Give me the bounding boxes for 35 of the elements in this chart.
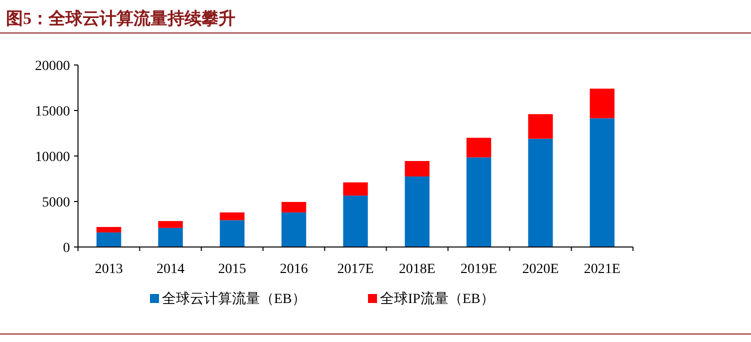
x-tick-label: 2014 bbox=[156, 262, 184, 277]
legend-label: 全球云计算流量（EB） bbox=[162, 291, 306, 307]
x-tick-label: 2015 bbox=[218, 262, 246, 277]
x-tick-label: 2020E bbox=[522, 262, 559, 277]
bar bbox=[590, 88, 614, 118]
x-tick-label: 2017E bbox=[337, 262, 374, 277]
x-tick-label: 2013 bbox=[94, 262, 123, 277]
bar bbox=[343, 182, 368, 196]
y-tick-label: 0 bbox=[63, 241, 70, 256]
y-tick-label: 5000 bbox=[42, 196, 70, 210]
bar bbox=[158, 221, 183, 228]
bar bbox=[282, 202, 306, 212]
bar bbox=[96, 232, 122, 247]
y-tick-label: 10000 bbox=[35, 150, 70, 165]
x-tick-label: 2016 bbox=[280, 262, 308, 277]
bar bbox=[220, 212, 244, 220]
bar bbox=[404, 161, 430, 176]
x-tick-label: 2018E bbox=[398, 262, 436, 277]
bar bbox=[528, 138, 553, 247]
bar bbox=[343, 196, 368, 247]
bar bbox=[282, 212, 306, 247]
bar bbox=[466, 138, 492, 158]
bar bbox=[96, 226, 122, 232]
title: 图5：全球云计算流量持续攀升 bbox=[6, 9, 236, 28]
bar bbox=[590, 118, 614, 247]
y-tick-label: 15000 bbox=[35, 104, 70, 120]
x-tick-label: 2021E bbox=[584, 262, 620, 277]
bar bbox=[528, 114, 553, 139]
bar bbox=[220, 220, 244, 247]
legend-label: 全球IP流量（EB） bbox=[380, 291, 494, 307]
y-tick-label: 20000 bbox=[35, 59, 70, 74]
x-tick-label: 2019E bbox=[460, 262, 498, 277]
bar bbox=[158, 228, 183, 247]
bar bbox=[466, 157, 492, 247]
bar bbox=[404, 176, 430, 247]
